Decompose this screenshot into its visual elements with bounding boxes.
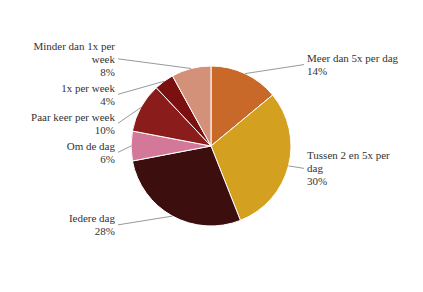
svg-text:Paar keer per week10%: Paar keer per week10%: [31, 111, 115, 136]
svg-text:Tussen 2 en 5x perdag30%: Tussen 2 en 5x perdag30%: [307, 149, 390, 187]
svg-text:Om de dag6%: Om de dag6%: [67, 140, 116, 165]
svg-text:Iedere dag28%: Iedere dag28%: [69, 212, 116, 237]
svg-text:Minder dan 1x perweek8%: Minder dan 1x perweek8%: [33, 40, 115, 78]
svg-text:1x per week4%: 1x per week4%: [61, 82, 115, 107]
svg-text:Meer dan 5x per dag14%: Meer dan 5x per dag14%: [307, 52, 399, 77]
